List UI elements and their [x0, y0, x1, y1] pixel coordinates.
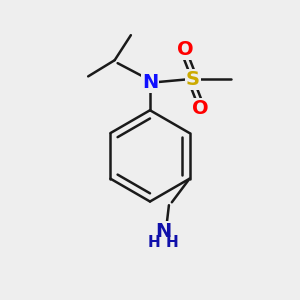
Text: O: O	[192, 99, 208, 118]
Text: H: H	[166, 235, 178, 250]
Text: H: H	[148, 235, 161, 250]
Text: S: S	[186, 70, 200, 89]
Text: O: O	[177, 40, 194, 59]
Text: N: N	[155, 222, 171, 241]
Text: N: N	[142, 73, 158, 92]
